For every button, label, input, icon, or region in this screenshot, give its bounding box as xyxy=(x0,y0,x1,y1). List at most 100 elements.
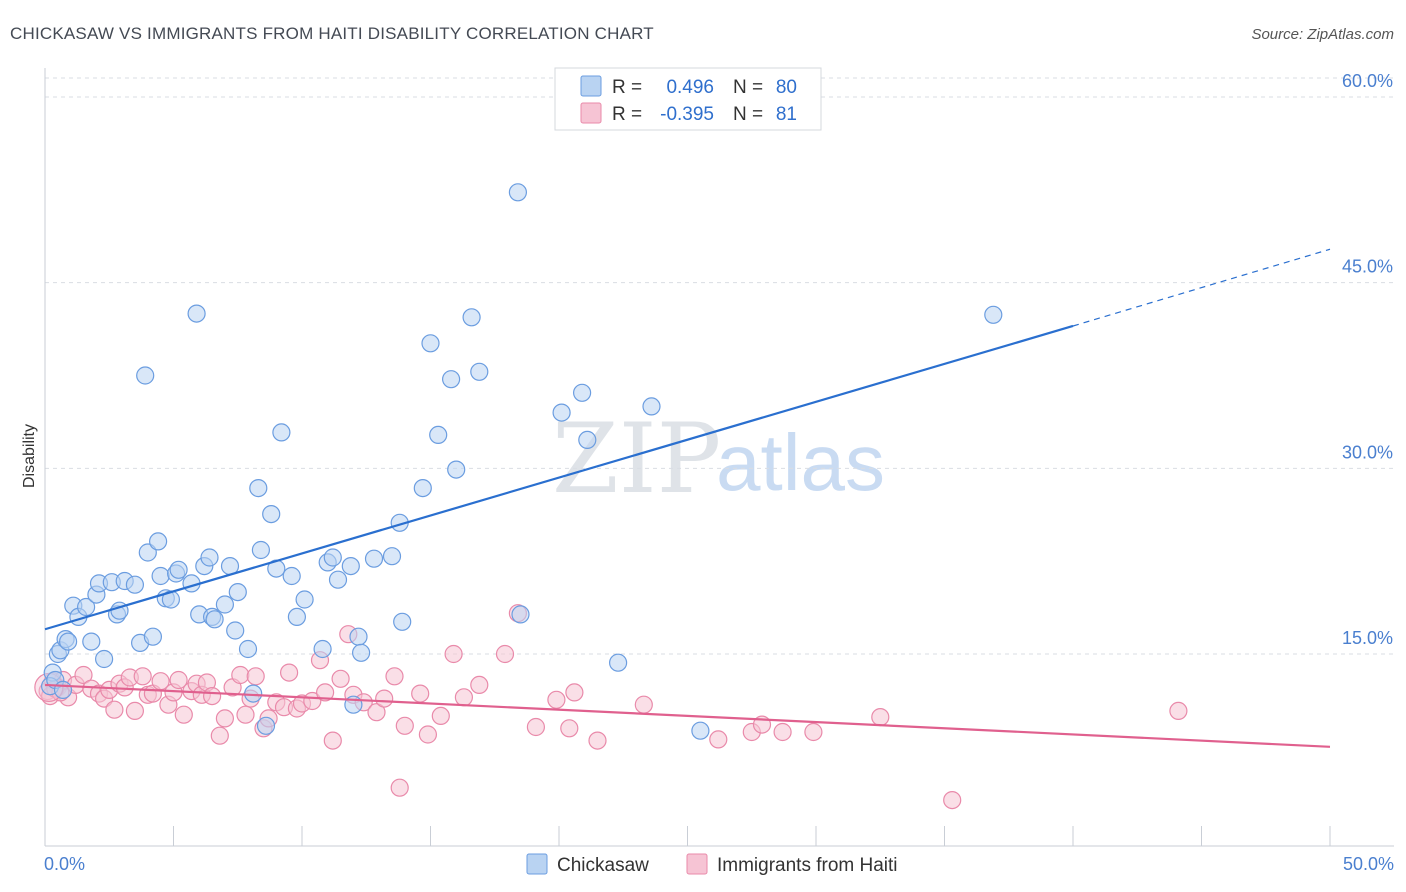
chickasaw-point xyxy=(149,532,168,551)
haiti-point xyxy=(105,700,124,719)
chickasaw-point xyxy=(249,479,268,498)
chickasaw-point xyxy=(462,308,481,327)
x-tick-label-min: 0.0% xyxy=(44,854,85,874)
chickasaw-point xyxy=(642,397,661,416)
haiti-point xyxy=(375,689,394,708)
haiti-point xyxy=(454,688,473,707)
haiti-point xyxy=(203,686,222,706)
chickasaw-point xyxy=(691,721,710,740)
y-tick-label: 30.0% xyxy=(1342,442,1393,462)
chickasaw-point xyxy=(256,716,276,735)
trend-lines xyxy=(44,248,1331,748)
y-axis-label: Disability xyxy=(21,424,38,488)
chickasaw-point xyxy=(226,621,245,640)
legend-r-label-chickasaw: R = xyxy=(612,77,642,98)
series-haiti-points xyxy=(34,604,1188,810)
x-axis-ticks xyxy=(44,826,1331,846)
trend-line-chickasaw-extension xyxy=(1072,248,1331,327)
haiti-point xyxy=(418,725,437,744)
haiti-point xyxy=(210,726,229,745)
chickasaw-point xyxy=(125,575,144,594)
haiti-point xyxy=(280,663,299,682)
haiti-point xyxy=(323,731,342,750)
chickasaw-point xyxy=(413,479,432,498)
legend-swatch-chickasaw xyxy=(580,75,602,97)
haiti-point xyxy=(560,719,579,738)
haiti-point xyxy=(547,690,566,709)
haiti-point xyxy=(174,705,193,724)
legend-bottom: Chickasaw Immigrants from Haiti xyxy=(526,853,898,876)
chickasaw-point xyxy=(984,305,1003,324)
series-chickasaw-points xyxy=(40,183,1003,740)
x-tick-label-max: 50.0% xyxy=(1343,854,1394,874)
chickasaw-point xyxy=(151,566,170,586)
bottom-legend-swatch-chickasaw xyxy=(526,853,548,875)
chickasaw-point xyxy=(421,334,440,353)
legend-r-label-haiti: R = xyxy=(612,104,642,125)
watermark-zip: ZIP xyxy=(552,403,721,515)
bottom-legend-label-haiti: Immigrants from Haiti xyxy=(717,855,898,876)
haiti-point xyxy=(133,667,152,686)
chickasaw-point xyxy=(76,597,96,617)
haiti-point xyxy=(74,665,93,685)
haiti-point xyxy=(411,684,430,703)
gridlines xyxy=(45,77,1394,655)
chickasaw-point xyxy=(58,632,78,651)
chickasaw-point xyxy=(215,595,234,614)
chickasaw-point xyxy=(382,547,402,566)
chickasaw-point xyxy=(143,627,162,646)
chickasaw-point xyxy=(572,383,592,402)
chickasaw-point xyxy=(323,548,342,567)
haiti-point xyxy=(565,683,584,702)
chickasaw-point xyxy=(136,366,155,385)
chickasaw-point xyxy=(552,403,571,422)
y-tick-label: 60.0% xyxy=(1342,71,1393,91)
legend-n-label-haiti: N = xyxy=(733,104,763,125)
haiti-point xyxy=(526,717,546,737)
haiti-point xyxy=(367,703,386,722)
haiti-point xyxy=(390,778,409,797)
haiti-point xyxy=(431,706,450,726)
watermark-atlas: atlas xyxy=(716,418,885,507)
haiti-point xyxy=(385,667,404,686)
chickasaw-point xyxy=(200,548,219,567)
chickasaw-point xyxy=(511,605,530,624)
chickasaw-point xyxy=(578,430,597,449)
chickasaw-point xyxy=(352,643,371,662)
chickasaw-point xyxy=(341,556,360,576)
haiti-point xyxy=(943,790,962,810)
chickasaw-point xyxy=(272,423,291,442)
trend-line-chickasaw xyxy=(44,324,1074,631)
chickasaw-point xyxy=(364,549,384,568)
bottom-legend-swatch-haiti xyxy=(686,853,708,875)
chickasaw-point xyxy=(470,362,489,381)
chickasaw-point xyxy=(447,460,466,479)
bottom-legend-label-chickasaw: Chickasaw xyxy=(557,855,649,876)
haiti-point xyxy=(588,731,607,750)
chickasaw-point xyxy=(295,590,314,609)
haiti-point xyxy=(215,709,234,728)
haiti-point xyxy=(773,722,792,742)
haiti-point xyxy=(634,695,653,714)
haiti-point xyxy=(709,730,728,749)
legend-n-label-chickasaw: N = xyxy=(733,77,763,98)
trend-line-haiti xyxy=(44,683,1331,748)
legend-r-value-haiti: -0.395 xyxy=(660,104,714,125)
chickasaw-point xyxy=(442,370,461,389)
chickasaw-point xyxy=(608,653,628,672)
legend-top: R = 0.496 N = 80 R = -0.395 N = 81 xyxy=(554,67,822,131)
y-tick-label: 45.0% xyxy=(1342,257,1393,277)
haiti-point xyxy=(495,644,515,664)
chickasaw-point xyxy=(187,304,206,323)
chart-source: Source: ZipAtlas.com xyxy=(1251,26,1394,43)
chickasaw-point xyxy=(262,504,281,524)
haiti-point xyxy=(1169,701,1188,721)
chickasaw-point xyxy=(238,639,258,659)
y-axis-tick-labels: 15.0% 30.0% 45.0% 60.0% xyxy=(1342,71,1393,648)
y-tick-label: 15.0% xyxy=(1342,628,1393,648)
chickasaw-point xyxy=(205,610,224,629)
legend-r-value-chickasaw: 0.496 xyxy=(666,77,714,98)
haiti-point xyxy=(125,701,144,721)
chickasaw-point xyxy=(53,680,73,700)
